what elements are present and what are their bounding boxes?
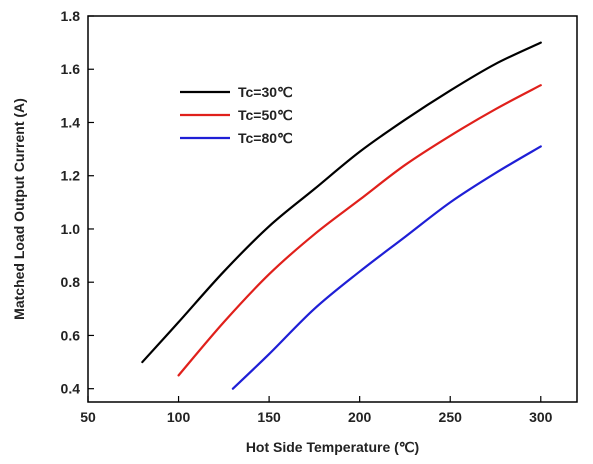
x-axis-ticks: 50 100 150 200 250 300 [80,396,553,425]
x-tick-label: 250 [439,409,463,425]
series-line-1 [141,41,542,364]
legend-label-1: Tc=30℃ [238,84,293,100]
series-line-3 [231,145,542,390]
legend: Tc=30℃ Tc=50℃ Tc=80℃ [180,84,293,146]
y-tick-label: 0.4 [61,381,81,397]
y-tick-label: 1.2 [61,168,81,184]
x-tick-label: 50 [80,409,96,425]
y-tick-label: 1.4 [61,114,81,130]
legend-label-3: Tc=80℃ [238,130,293,146]
y-tick-label: 1.6 [61,61,81,77]
y-tick-label: 0.8 [61,274,81,290]
x-axis-label: Hot Side Temperature (℃) [246,439,419,455]
x-tick-label: 100 [167,409,191,425]
plot-frame [87,15,578,403]
y-tick-label: 1.8 [61,8,81,24]
series-line-2 [177,84,542,377]
y-tick-label: 0.6 [61,327,81,343]
x-tick-label: 150 [257,409,281,425]
x-tick-label: 200 [348,409,372,425]
x-tick-label: 300 [529,409,553,425]
y-tick-label: 1.0 [61,221,81,237]
series-lines [141,41,542,390]
y-axis-ticks: 0.4 0.6 0.8 1.0 1.2 1.4 1.6 1.8 [61,8,94,397]
y-axis-label: Matched Load Output Current (A) [11,98,27,320]
legend-label-2: Tc=50℃ [238,107,293,123]
